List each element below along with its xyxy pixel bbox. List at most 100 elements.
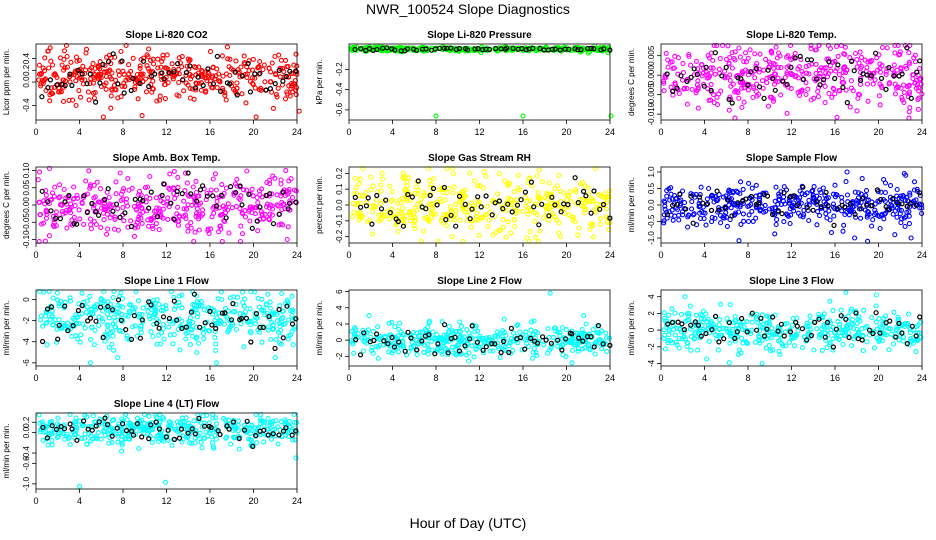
data-point [412,226,418,232]
reference-point [400,223,406,229]
data-point [58,89,64,95]
data-point [83,178,89,184]
data-point [855,95,861,102]
data-point [254,194,260,201]
data-point [541,342,547,348]
data-point [487,348,493,354]
data-point [212,335,218,341]
data-point [118,48,124,55]
reference-point [510,45,516,52]
data-point [183,336,189,342]
data-point [393,222,399,228]
data-point [83,46,90,52]
data-point [781,184,787,190]
reference-point [270,221,277,227]
reference-point [887,318,893,324]
data-point [529,355,536,361]
reference-point [566,46,572,53]
data-point [566,193,572,199]
data-point [814,326,820,332]
reference-point [857,77,864,84]
data-point [862,325,869,331]
reference-point [70,323,76,329]
data-point [711,100,717,106]
x-tick-label: 12 [786,373,796,383]
data-point [239,91,245,97]
data-point [917,85,923,91]
data-point [185,202,191,208]
data-point [695,66,701,72]
data-point [664,188,670,194]
data-point [835,53,841,59]
data-point [111,347,117,353]
data-point [36,169,43,175]
reference-point [140,58,147,64]
reference-point [353,337,359,343]
reference-point [716,207,722,213]
reference-point [823,189,829,195]
data-point [827,45,833,52]
reference-point [252,71,258,77]
data-point [122,411,129,418]
reference-point [57,216,64,222]
reference-point [207,308,213,314]
data-point [91,95,97,101]
data-point [797,195,803,201]
reference-point [578,46,584,53]
reference-point [810,207,816,213]
data-point [100,318,106,324]
data-point [49,442,55,448]
data-point [412,190,418,196]
data-point [880,320,886,326]
data-point [166,324,172,330]
data-point [190,184,196,190]
data-point [767,61,773,67]
data-point [56,301,62,307]
data-point [596,192,602,198]
data-point [223,97,229,103]
x-tick-label: 4 [77,373,82,383]
data-point [279,290,285,297]
data-point [772,61,778,67]
data-point [854,197,860,204]
data-point [254,440,260,446]
reference-point [483,193,489,199]
data-point [803,80,809,86]
reference-point [472,46,478,52]
data-point [862,57,868,63]
data-point [727,77,733,84]
reference-point [559,347,565,353]
data-point [401,332,407,338]
data-point [177,347,183,353]
data-point [219,296,225,303]
reference-point [45,84,51,91]
data-point [547,290,553,296]
data-point [546,217,552,223]
reference-point [267,191,273,197]
data-point [379,170,385,176]
reference-point [677,191,683,197]
data-point [596,330,602,336]
data-point [863,192,869,198]
data-point [217,317,223,324]
data-point [169,61,175,67]
data-point [115,439,121,445]
data-point [711,324,718,330]
data-point [753,215,759,221]
data-point [701,316,707,322]
data-point [88,306,94,312]
reference-point [808,57,815,63]
data-point [912,52,918,58]
data-point [401,216,407,222]
data-point [414,330,420,336]
data-point [880,197,887,203]
data-point [56,317,62,323]
reference-point [171,298,177,304]
reference-point [552,202,558,208]
reference-point [148,302,154,308]
x-tick-label: 4 [702,250,707,260]
x-tick-label: 4 [390,250,395,260]
reference-point [404,46,411,52]
data-point [273,418,279,424]
